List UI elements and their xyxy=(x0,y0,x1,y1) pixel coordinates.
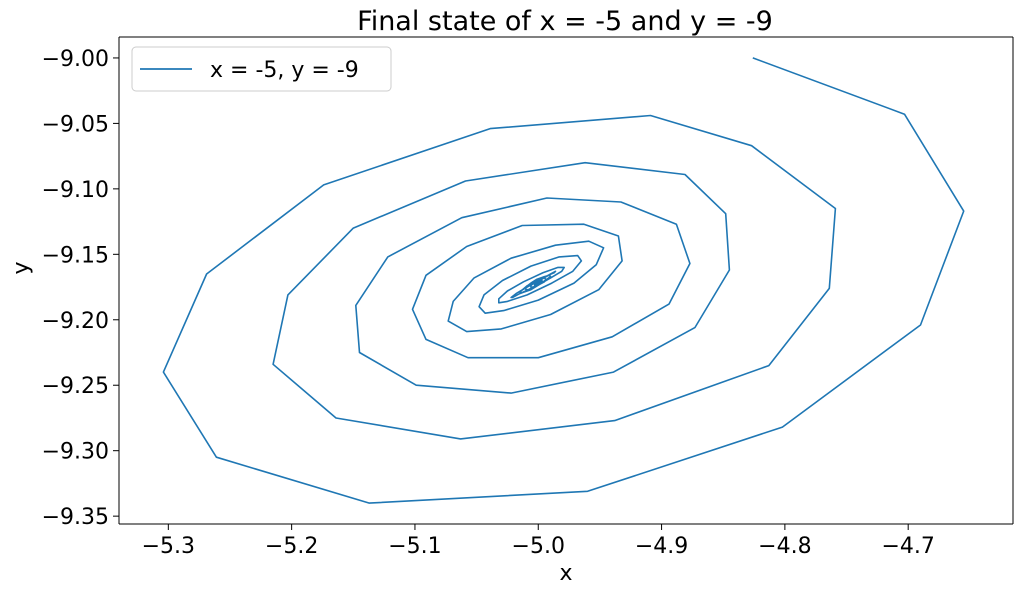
y-tick-label: −9.15 xyxy=(42,243,109,268)
x-tick-label: −5.1 xyxy=(388,534,441,559)
y-tick-label: −9.30 xyxy=(42,440,109,465)
y-tick-label: −9.00 xyxy=(42,47,109,72)
y-tick-label: −9.20 xyxy=(42,309,109,334)
y-tick-label: −9.10 xyxy=(42,178,109,203)
y-tick-label: −9.05 xyxy=(42,112,109,137)
chart-title: Final state of x = -5 and y = -9 xyxy=(357,6,773,37)
x-axis-title: x xyxy=(559,561,572,586)
x-tick-label: −5.3 xyxy=(142,534,195,559)
x-tick-label: −4.9 xyxy=(635,534,688,559)
y-tick-label: −9.35 xyxy=(42,505,109,530)
y-tick-label: −9.25 xyxy=(42,374,109,399)
legend-label: x = -5, y = -9 xyxy=(210,58,359,83)
plot-background xyxy=(119,37,1013,524)
x-tick-label: −4.7 xyxy=(881,534,934,559)
legend: x = -5, y = -9 xyxy=(132,47,391,91)
y-axis-title: y xyxy=(9,261,34,274)
plot-area xyxy=(119,37,1013,524)
x-tick-label: −5.2 xyxy=(265,534,318,559)
x-tick-label: −5.0 xyxy=(512,534,565,559)
x-tick-label: −4.8 xyxy=(758,534,811,559)
